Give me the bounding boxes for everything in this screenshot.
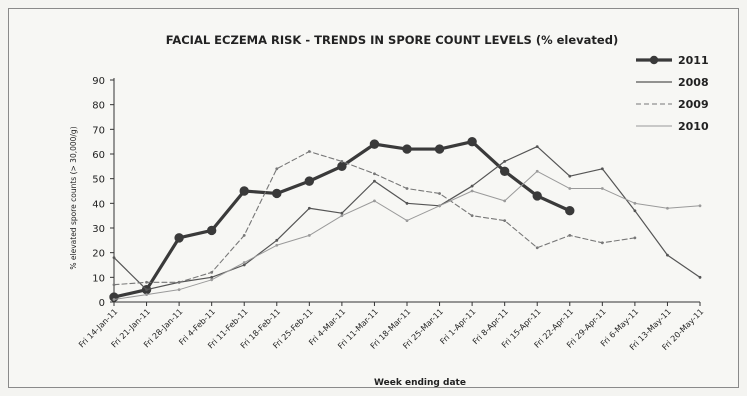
data-point-2011 (467, 136, 477, 147)
data-point-2011 (174, 233, 184, 243)
data-point-2008 (470, 184, 474, 188)
legend-label-2010: 2010 (678, 120, 709, 133)
data-point-2008 (373, 179, 376, 183)
data-point-2009 (210, 271, 214, 274)
data-point-2010 (112, 298, 116, 301)
y-tick-label: 50 (92, 175, 105, 186)
data-point-2008 (666, 253, 669, 257)
data-point-2011 (565, 206, 575, 216)
data-point-2010 (535, 169, 539, 173)
data-point-2009 (535, 246, 539, 250)
data-point-2009 (470, 214, 474, 218)
data-point-2010 (438, 204, 441, 208)
data-point-2010 (210, 278, 214, 282)
data-point-2010 (503, 199, 507, 203)
data-point-2009 (275, 167, 279, 171)
data-point-2008 (307, 206, 311, 210)
series-layer (109, 136, 702, 302)
legend-label-2009: 2009 (678, 98, 709, 111)
data-point-2010 (340, 214, 344, 218)
data-point-2010 (568, 187, 572, 190)
chart-title: FACIAL ECZEMA RISK - TRENDS IN SPORE COU… (166, 33, 618, 47)
series-line-2010 (113, 170, 701, 301)
y-tick-label: 0 (99, 298, 105, 309)
data-point-2008 (242, 263, 246, 267)
data-point-2009 (242, 234, 246, 237)
data-point-2009 (145, 280, 148, 284)
data-point-2009 (633, 236, 637, 240)
y-tick-label: 40 (92, 199, 105, 210)
data-point-2009 (373, 172, 376, 176)
data-point-2011 (337, 161, 347, 172)
y-tick-label: 60 (92, 150, 105, 161)
data-point-2009 (405, 187, 409, 190)
chart-frame (8, 8, 739, 388)
data-point-2008 (340, 211, 344, 215)
y-tick-label: 70 (92, 125, 105, 136)
data-point-2011 (206, 225, 217, 236)
data-point-2010 (470, 189, 474, 193)
series-line-2008 (113, 146, 701, 291)
data-point-2008 (698, 275, 702, 279)
data-point-2011 (239, 186, 249, 196)
data-point-2009 (503, 219, 507, 223)
data-point-2010 (145, 293, 148, 296)
y-tick-label: 90 (92, 76, 105, 87)
data-point-2009 (307, 150, 311, 153)
data-point-2008 (633, 209, 637, 213)
data-point-2009 (177, 280, 181, 284)
data-point-2009 (112, 283, 116, 287)
data-point-2011 (369, 139, 380, 149)
x-axis-label: Week ending date (374, 378, 466, 388)
data-point-2011 (532, 191, 542, 201)
data-point-2010 (666, 206, 669, 210)
data-point-2010 (698, 204, 702, 208)
data-point-2010 (600, 187, 604, 190)
data-point-2010 (633, 201, 637, 205)
series-line-2009 (113, 150, 636, 286)
y-tick-label: 10 (92, 273, 105, 284)
data-point-2010 (373, 199, 376, 203)
y-tick-label: 80 (92, 101, 105, 112)
data-point-2009 (438, 192, 441, 195)
legend-label-2011: 2011 (678, 54, 709, 67)
data-point-2011 (434, 144, 445, 154)
data-point-2010 (307, 234, 311, 237)
series-2009 (112, 150, 637, 287)
data-point-2008 (145, 288, 148, 292)
data-point-2010 (242, 261, 246, 264)
series-2008 (112, 145, 702, 292)
data-point-2010 (177, 288, 181, 292)
data-point-2009 (600, 241, 604, 245)
data-point-2011 (304, 176, 315, 186)
data-point-2010 (405, 219, 409, 223)
legend-marker-2011 (649, 55, 659, 65)
data-point-2011 (499, 166, 510, 176)
data-point-2010 (275, 243, 279, 247)
series-2010 (112, 169, 702, 301)
data-point-2011 (272, 188, 282, 199)
data-point-2008 (112, 256, 116, 259)
data-point-2008 (275, 238, 279, 242)
data-point-2009 (340, 160, 344, 163)
data-point-2008 (503, 160, 507, 163)
data-point-2009 (568, 234, 572, 237)
data-point-2008 (405, 201, 409, 205)
data-point-2008 (568, 174, 572, 178)
y-tick-label: 30 (92, 224, 105, 235)
data-point-2008 (600, 167, 604, 171)
y-axis-label: % elevated spore counts (> 30,000/g) (69, 126, 78, 269)
legend: 2011 2008 2009 2010 (636, 54, 709, 133)
legend-label-2008: 2008 (678, 76, 709, 89)
data-point-2011 (402, 144, 412, 154)
y-tick-label: 20 (92, 249, 105, 260)
data-point-2008 (210, 275, 214, 279)
data-point-2008 (535, 145, 539, 149)
